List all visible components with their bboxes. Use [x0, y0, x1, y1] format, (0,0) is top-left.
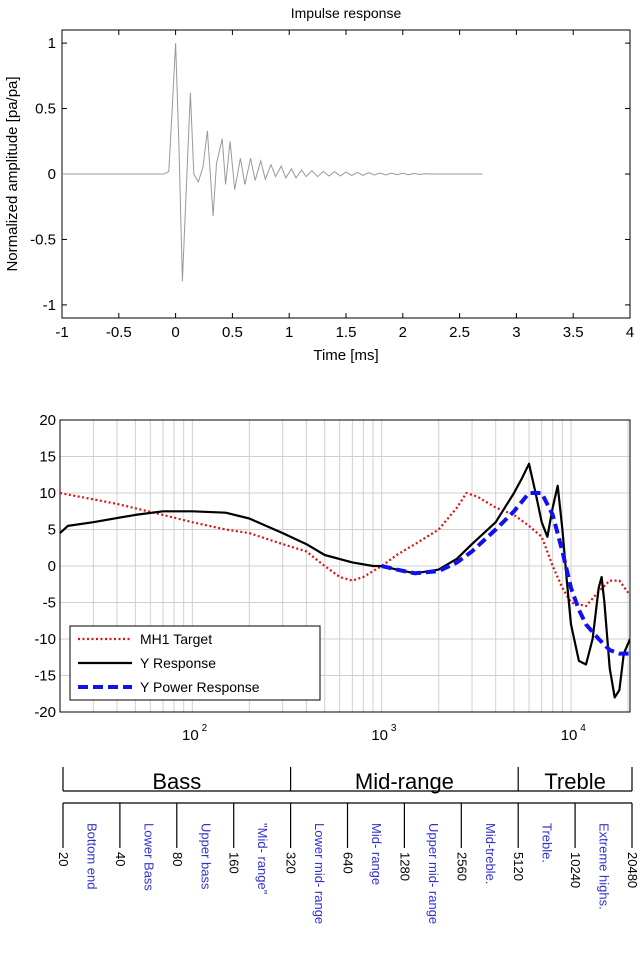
- band-boundary-label: 1280: [397, 852, 412, 881]
- impulse-chart-title: Impulse response: [291, 5, 402, 21]
- frequency-y-tick-label: 0: [48, 558, 56, 575]
- impulse-y-tick-label: -1: [43, 297, 56, 314]
- impulse-x-tick-label: 0: [171, 324, 179, 341]
- frequency-x-tick-label: 10: [561, 727, 578, 744]
- tier-label: Mid-range: [355, 769, 454, 794]
- tier-label: Bass: [152, 769, 201, 794]
- band-label: Upper mid- range: [426, 823, 441, 924]
- frequency-y-tick-label: 10: [39, 485, 56, 502]
- impulse-x-tick-label: 1.5: [336, 324, 357, 341]
- impulse-x-tick-label: 3.5: [563, 324, 584, 341]
- impulse-response-chart: Impulse response -1 -0.5 0 0.5 1 1.5 2 2.5 3 3.5 4 -…: [4, 5, 634, 364]
- impulse-x-axis-label: Time [ms]: [313, 347, 378, 364]
- band-boundary-label: 20480: [625, 852, 640, 888]
- band-label: Mid- range: [369, 823, 384, 885]
- impulse-y-tick-label: 0: [48, 166, 56, 183]
- impulse-x-tick-label: 0.5: [222, 324, 243, 341]
- band-label: Upper bass: [198, 823, 213, 890]
- frequency-y-tick-label: 5: [48, 522, 56, 539]
- impulse-x-tick-label: 1: [285, 324, 293, 341]
- impulse-x-tick-label: 2: [399, 324, 407, 341]
- band-boundary-label: 40: [113, 852, 128, 866]
- band-label: Lower mid- range: [312, 823, 327, 924]
- impulse-y-tick-label: 0.5: [35, 101, 56, 118]
- band-label: "Mid- range": [255, 823, 270, 895]
- frequency-y-tick-label: -20: [34, 704, 56, 721]
- tier-label: Treble: [544, 769, 606, 794]
- impulse-x-tick-label: 4: [626, 324, 634, 341]
- band-boundary-label: 10240: [568, 852, 583, 888]
- band-boundary-label: 640: [341, 852, 356, 874]
- impulse-y-tick-label: -0.5: [30, 231, 56, 248]
- legend-label: Y Response: [140, 655, 216, 671]
- band-boundary-label: 160: [227, 852, 242, 874]
- frequency-x-tick-exponent: 4: [580, 723, 586, 734]
- series-line-1: [60, 462, 630, 699]
- frequency-y-tick-label: -5: [43, 595, 56, 612]
- frequency-plot-frame: [59, 419, 631, 713]
- legend-label: MH1 Target: [140, 631, 212, 647]
- impulse-x-tick-label: -0.5: [106, 324, 132, 341]
- frequency-x-tick-exponent: 3: [391, 723, 397, 734]
- frequency-x-tick-exponent: 2: [202, 723, 208, 734]
- band-boundary-label: 320: [284, 852, 299, 874]
- band-boundary-label: 5120: [511, 852, 526, 881]
- impulse-y-axis-label: Normalized amplitude [pa/pa]: [4, 76, 21, 271]
- band-boundary-label: 20: [56, 852, 71, 866]
- band-label: Bottom end: [84, 823, 99, 890]
- impulse-response-line: [62, 43, 483, 282]
- band-label: Mid-treble.: [483, 823, 498, 884]
- frequency-y-tick-label: -15: [34, 668, 56, 685]
- impulse-x-tick-label: -1: [55, 324, 68, 341]
- legend-label: Y Power Response: [140, 679, 260, 695]
- impulse-x-tick-label: 3: [512, 324, 520, 341]
- frequency-x-tick-label: 10: [371, 727, 388, 744]
- frequency-grid: [60, 420, 630, 712]
- series-line-0: [60, 491, 630, 608]
- frequency-y-tick-label: -10: [34, 631, 56, 648]
- band-label: Extreme highs.: [597, 823, 612, 910]
- band-label: Lower Bass: [141, 823, 156, 891]
- band-boundary-label: 80: [170, 852, 185, 866]
- series-line-2: [381, 491, 630, 656]
- frequency-y-tick-label: 15: [39, 449, 56, 466]
- band-boundary-label: 2560: [454, 852, 469, 881]
- impulse-x-tick-label: 2.5: [449, 324, 470, 341]
- frequency-legend: MH1 Target Y Response Y Power Response: [69, 625, 321, 701]
- frequency-band-ruler: Bass Mid-range Treble 20 40 80 160 320 640 1280 25…: [56, 767, 640, 924]
- impulse-y-tick-label: 1: [48, 35, 56, 52]
- frequency-x-tick-label: 10: [182, 727, 199, 744]
- band-label: Treble.: [540, 823, 555, 863]
- frequency-y-tick-label: 20: [39, 412, 56, 429]
